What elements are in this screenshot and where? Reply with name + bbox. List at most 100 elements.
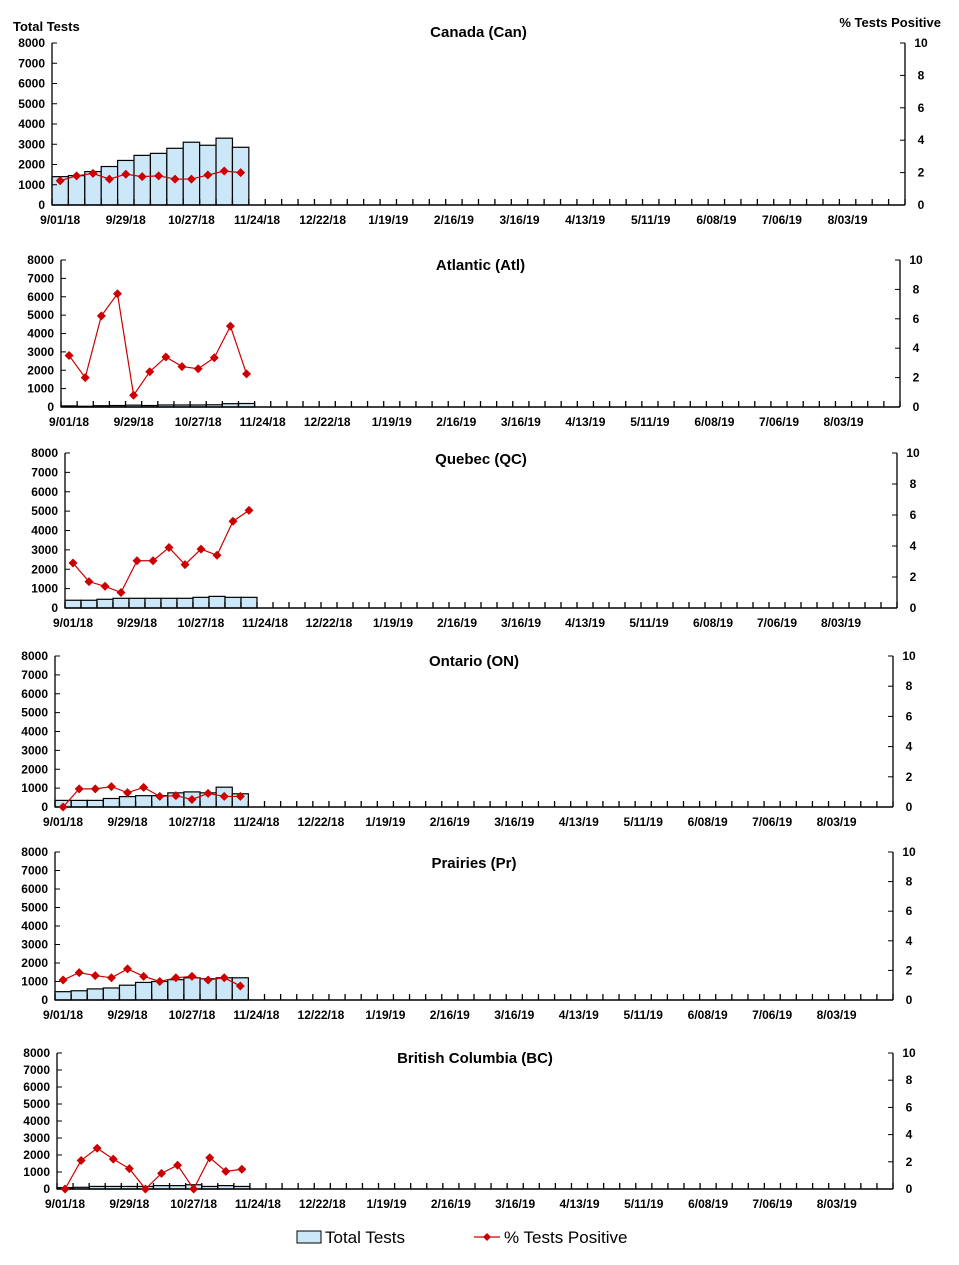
point-pct-positive xyxy=(74,784,84,794)
bar-total-tests xyxy=(64,599,82,609)
left-tick-label: 8000 xyxy=(21,649,48,663)
right-tick-label: 6 xyxy=(906,709,913,723)
bar-total-tests xyxy=(240,596,258,609)
bar-total-tests xyxy=(183,977,201,1001)
right-tick-label: 10 xyxy=(902,845,916,859)
point-pct-positive xyxy=(161,352,171,362)
bar-total-tests xyxy=(117,159,135,206)
point-pct-positive xyxy=(58,975,68,985)
point-pct-positive xyxy=(72,171,82,181)
left-tick-label: 2000 xyxy=(21,762,48,776)
right-tick-label: 6 xyxy=(906,1100,913,1114)
left-tick-label: 3000 xyxy=(23,1131,50,1145)
x-tick-label: 8/03/19 xyxy=(817,1197,857,1211)
right-tick-label: 0 xyxy=(918,198,925,212)
left-tick-label: 1000 xyxy=(23,1165,50,1179)
line-pct-positive xyxy=(72,509,250,594)
point-pct-positive xyxy=(132,556,142,566)
point-pct-positive xyxy=(203,170,213,180)
x-tick-label: 1/19/19 xyxy=(365,1008,405,1022)
x-tick-label: 10/27/18 xyxy=(168,213,215,227)
bar-total-tests xyxy=(160,597,178,609)
x-tick-label: 5/11/19 xyxy=(630,415,670,429)
point-pct-positive xyxy=(187,971,197,981)
left-tick-label: 3000 xyxy=(21,938,48,952)
point-pct-positive xyxy=(58,802,68,812)
point-pct-positive xyxy=(106,782,116,792)
x-tick-label: 5/11/19 xyxy=(629,616,669,630)
point-pct-positive xyxy=(205,1153,215,1163)
left-tick-label: 2000 xyxy=(23,1148,50,1162)
panel-title: Atlantic (Atl) xyxy=(436,257,525,274)
point-pct-positive xyxy=(164,543,174,553)
point-pct-positive xyxy=(96,311,106,321)
x-tick-label: 6/08/19 xyxy=(696,213,736,227)
right-tick-label: 8 xyxy=(918,68,925,82)
bar-total-tests xyxy=(54,991,72,1001)
left-tick-label: 4000 xyxy=(23,1114,50,1128)
point-pct-positive xyxy=(104,174,114,184)
x-tick-label: 10/27/18 xyxy=(178,616,225,630)
point-pct-positive xyxy=(209,353,219,363)
x-tick-label: 3/16/19 xyxy=(494,815,534,829)
x-tick-label: 4/13/19 xyxy=(559,815,599,829)
point-pct-positive xyxy=(123,788,133,798)
left-tick-label: 6000 xyxy=(31,485,58,499)
point-pct-positive xyxy=(139,971,149,981)
right-tick-label: 8 xyxy=(913,282,920,296)
bar-total-tests xyxy=(96,598,114,609)
right-tick-label: 0 xyxy=(913,400,920,414)
right-tick-label: 4 xyxy=(913,341,920,355)
right-tick-label: 6 xyxy=(910,508,917,522)
x-tick-label: 9/29/18 xyxy=(114,415,154,429)
point-pct-positive xyxy=(80,373,90,383)
left-tick-label: 4000 xyxy=(31,524,58,538)
point-pct-positive xyxy=(189,1184,199,1194)
x-tick-label: 8/03/19 xyxy=(821,616,861,630)
x-tick-label: 11/24/18 xyxy=(233,815,279,829)
panel-british-columbia-bc: British Columbia (BC) 0 1000 2000 3000 4000 50… xyxy=(23,1046,916,1211)
left-tick-label: 2000 xyxy=(21,956,48,970)
point-pct-positive xyxy=(171,973,181,983)
left-tick-label: 0 xyxy=(51,601,58,615)
right-tick-label: 6 xyxy=(913,312,920,326)
bar-total-tests xyxy=(86,988,104,1001)
bar-total-tests xyxy=(167,979,185,1001)
panel-title: British Columbia (BC) xyxy=(397,1050,553,1067)
x-tick-label: 12/22/18 xyxy=(299,213,346,227)
point-pct-positive xyxy=(124,1164,134,1174)
point-pct-positive xyxy=(180,560,190,570)
right-tick-label: 10 xyxy=(902,649,916,663)
x-tick-label: 9/29/18 xyxy=(109,1197,149,1211)
point-pct-positive xyxy=(64,351,74,361)
x-tick-label: 2/16/19 xyxy=(430,1008,470,1022)
left-tick-label: 0 xyxy=(41,993,48,1007)
bar-total-tests xyxy=(134,795,153,808)
x-tick-label: 5/11/19 xyxy=(631,213,671,227)
left-tick-label: 6000 xyxy=(27,290,54,304)
bar-total-tests xyxy=(176,597,194,609)
x-tick-label: 9/01/18 xyxy=(53,616,93,630)
point-pct-positive xyxy=(108,1154,118,1164)
point-pct-positive xyxy=(155,977,165,986)
left-tick-label: 7000 xyxy=(21,668,48,682)
right-tick-label: 0 xyxy=(906,993,913,1007)
left-tick-label: 2000 xyxy=(18,158,45,172)
bar-total-tests xyxy=(144,597,162,609)
right-tick-label: 6 xyxy=(906,904,913,918)
right-tick-label: 2 xyxy=(906,770,913,784)
left-tick-label: 5000 xyxy=(18,97,45,111)
point-pct-positive xyxy=(237,1164,247,1174)
point-pct-positive xyxy=(92,1143,102,1153)
left-tick-label: 6000 xyxy=(23,1080,50,1094)
x-tick-label: 11/24/18 xyxy=(233,1008,279,1022)
x-tick-label: 5/11/19 xyxy=(624,815,664,829)
x-tick-label: 1/19/19 xyxy=(372,415,412,429)
x-tick-label: 11/24/18 xyxy=(235,1197,281,1211)
x-tick-label: 8/03/19 xyxy=(817,1008,857,1022)
point-pct-positive xyxy=(235,981,245,991)
x-tick-label: 5/11/19 xyxy=(624,1197,664,1211)
point-pct-positive xyxy=(212,550,222,560)
right-tick-label: 0 xyxy=(906,1182,913,1196)
panel-title: Canada (Can) xyxy=(430,24,527,41)
